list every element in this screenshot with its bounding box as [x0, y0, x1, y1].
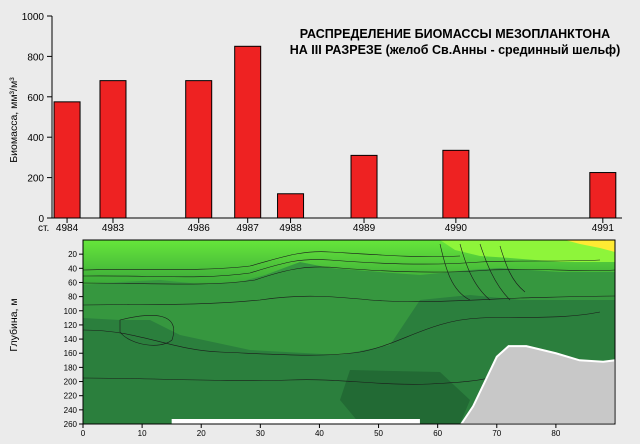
bar-station-4984	[53, 101, 81, 219]
section-y-tick-label: 180	[64, 363, 78, 372]
chart-title-line1: РАСПРЕДЕЛЕНИЕ БИОМАССЫ МЕЗОПЛАНКТОНА	[300, 27, 610, 41]
bar-y-tick-label: 600	[27, 93, 44, 104]
section-y-tick-label: 60	[68, 278, 77, 287]
section-y-tick-label: 80	[68, 293, 77, 302]
section-x-tick-label: 40	[315, 429, 324, 438]
station-label-4987: 4987	[237, 223, 260, 234]
section-y-tick-label: 140	[64, 335, 78, 344]
bottom-strip	[171, 419, 420, 424]
bar-station-4987	[234, 45, 262, 219]
bar-y-tick-label: 0	[38, 214, 44, 225]
station-label-4990: 4990	[445, 223, 468, 234]
isolines	[83, 243, 615, 385]
section-x-tick-label: 60	[433, 429, 442, 438]
bar-station-4986	[185, 80, 213, 219]
station-label-4988: 4988	[279, 223, 302, 234]
chart-title-line2: НА III РАЗРЕЗЕ (желоб Св.Анны - срединны…	[290, 43, 621, 57]
section-y-tick-label: 120	[64, 321, 78, 330]
station-label-4984: 4984	[56, 223, 79, 234]
section-surface-bright	[440, 240, 615, 262]
bar-station-4990	[442, 149, 470, 219]
section-y-tick-label: 240	[64, 406, 78, 415]
section-y-tick-label: 160	[64, 349, 78, 358]
section-x-tick-label: 20	[197, 429, 206, 438]
section-y-tick-label: 200	[64, 378, 78, 387]
bar-station-4983	[99, 80, 127, 219]
station-label-4986: 4986	[188, 223, 211, 234]
section-x-tick-label: 70	[492, 429, 501, 438]
bar-y-tick-label: 1000	[22, 12, 45, 23]
section-y-tick-label: 20	[68, 250, 77, 259]
bar-chart: 0 200 400 600 800 1000 4984 4983 4986 4987 4988 49…	[8, 12, 622, 234]
station-label-4983: 4983	[102, 223, 125, 234]
section-x-tick-label: 50	[374, 429, 383, 438]
bar-y-axis-label: Биомасса, мм³/м³	[8, 77, 20, 163]
section-y-tick-label: 220	[64, 392, 78, 401]
section-x-tick-label: 10	[138, 429, 147, 438]
bar-station-4991	[589, 172, 617, 219]
bar-station-4988	[277, 193, 305, 219]
section-y-tick-label: 260	[64, 420, 78, 429]
section-x-tick-label: 0	[81, 429, 86, 438]
section-y-tick-label: 100	[64, 307, 78, 316]
section-x-tick-label: 80	[551, 429, 560, 438]
seabed-area	[460, 345, 615, 424]
depth-section: 20 40 60 80 100 120 140 160 180 200 220 240 260 0 10 2…	[8, 239, 616, 438]
bar-station-4989	[350, 154, 378, 219]
bar-y-tick-label: 200	[27, 174, 44, 185]
section-y-axis-label: Глубина, м	[8, 298, 20, 351]
section-frame	[82, 239, 616, 425]
bar-y-tick-label: 800	[27, 52, 44, 63]
station-label-4989: 4989	[353, 223, 376, 234]
section-surface-hotspot	[565, 240, 615, 252]
bar-y-tick-label: 400	[27, 133, 44, 144]
station-prefix-label: ст.	[38, 223, 49, 234]
section-x-tick-label: 30	[256, 429, 265, 438]
station-label-4991: 4991	[592, 223, 615, 234]
section-y-tick-label: 40	[68, 264, 77, 273]
